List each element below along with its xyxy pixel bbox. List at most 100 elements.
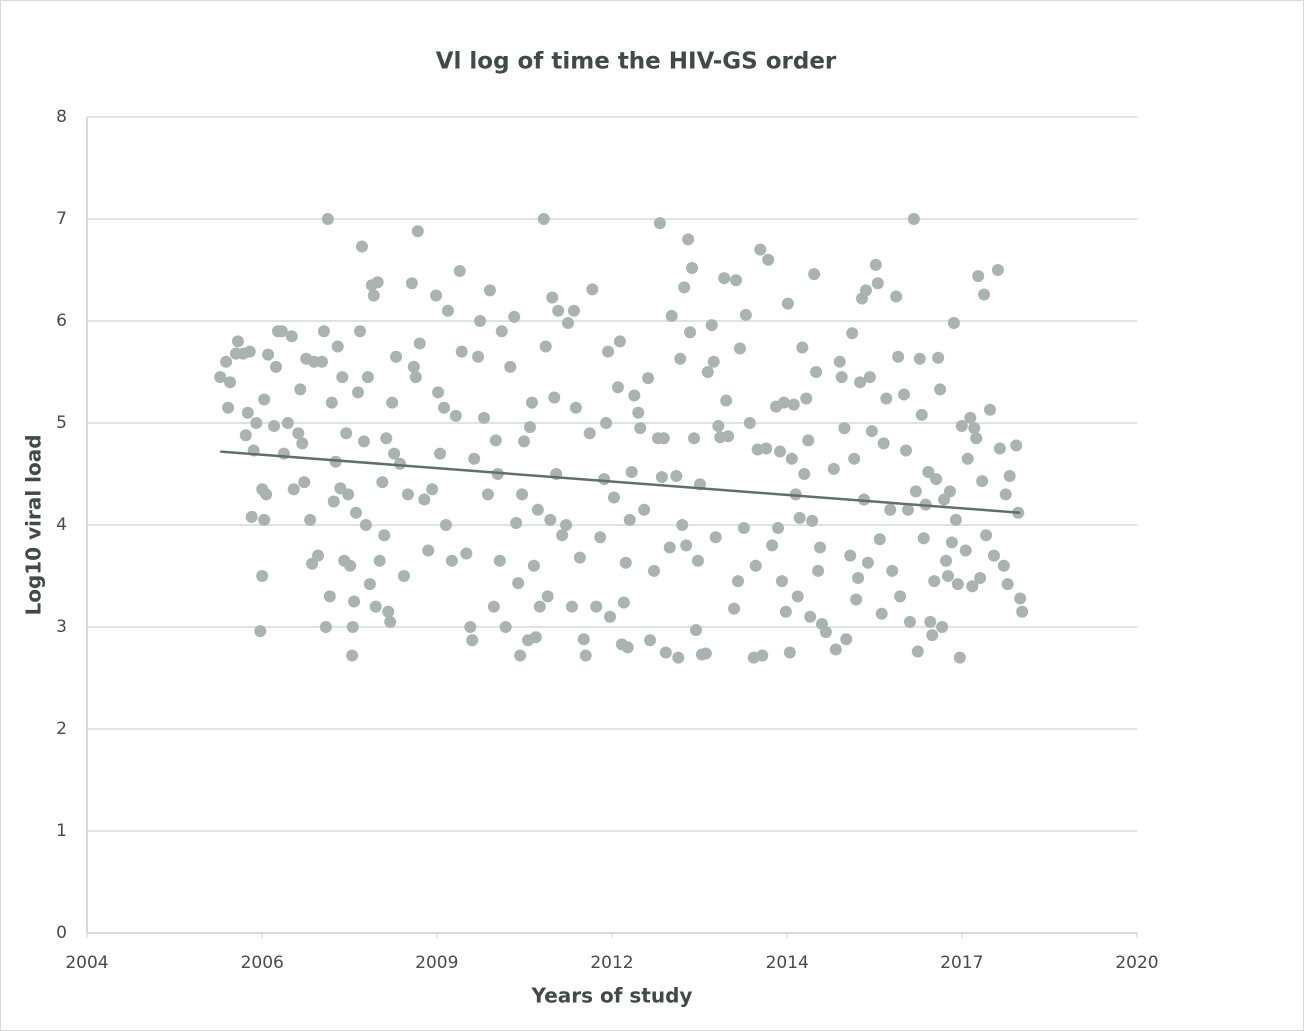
data-point [980, 529, 993, 542]
data-point [323, 590, 336, 603]
data-point [628, 389, 641, 402]
data-point [850, 593, 863, 606]
data-point [732, 575, 744, 588]
data-point [594, 531, 607, 544]
data-point [670, 470, 683, 483]
data-point [953, 651, 966, 664]
data-point [800, 392, 813, 405]
data-point [707, 355, 720, 368]
data-point [220, 355, 233, 368]
data-point [560, 519, 573, 531]
data-point [959, 544, 972, 557]
data-point [705, 319, 718, 332]
data-point [659, 646, 672, 659]
data-point [611, 381, 624, 394]
data-point [701, 366, 714, 378]
data-point [243, 345, 256, 358]
data-point [733, 342, 746, 355]
data-point [806, 514, 819, 527]
data-point [569, 401, 582, 414]
data-point [607, 491, 620, 504]
data-point [653, 217, 666, 230]
data-point [642, 372, 655, 385]
data-point [352, 386, 365, 399]
chart-title: Vl log of time the HIV-GS order [436, 49, 837, 75]
data-point [1003, 470, 1016, 483]
x-tick-label: 2012 [590, 953, 633, 973]
data-point [804, 610, 817, 623]
data-point [533, 600, 546, 613]
data-point [819, 626, 832, 639]
data-point [791, 590, 804, 603]
data-point [684, 326, 697, 339]
data-point [972, 270, 985, 283]
data-point [676, 519, 689, 531]
data-point [917, 532, 930, 545]
data-point [508, 310, 521, 323]
data-point [292, 427, 305, 440]
data-point [657, 432, 670, 445]
data-point [250, 417, 263, 429]
data-point [739, 308, 752, 321]
data-point [340, 427, 353, 440]
data-point [774, 445, 786, 458]
data-point [562, 317, 575, 330]
data-point [514, 649, 527, 662]
data-point [730, 274, 743, 287]
y-tick-label: 5 [56, 413, 67, 433]
data-point [796, 341, 809, 354]
data-point [760, 442, 773, 455]
data-point [932, 351, 945, 364]
data-point [544, 513, 557, 526]
y-tick-label: 6 [56, 311, 67, 331]
data-point [772, 522, 785, 535]
data-point [812, 564, 825, 577]
data-point [863, 371, 876, 384]
data-point [655, 471, 668, 484]
data-point [516, 488, 529, 501]
data-point [359, 519, 372, 531]
data-point [438, 401, 450, 414]
data-point [411, 225, 424, 238]
data-point [430, 289, 443, 302]
data-point [445, 554, 458, 567]
data-point [945, 536, 958, 549]
data-point [634, 422, 647, 435]
data-point [577, 633, 590, 646]
data-point [844, 549, 857, 562]
data-point [1010, 439, 1023, 452]
data-point [898, 388, 911, 401]
data-point [793, 511, 806, 524]
data-point [928, 575, 941, 588]
data-point [449, 409, 462, 422]
data-point [426, 483, 439, 496]
data-point [487, 600, 500, 613]
data-point [984, 403, 996, 416]
data-point [380, 432, 393, 445]
data-point [970, 432, 983, 445]
y-tick-label: 1 [56, 821, 67, 841]
data-point [623, 513, 636, 526]
data-point [418, 493, 431, 506]
x-tick-label: 2009 [415, 953, 458, 973]
data-point [638, 503, 651, 516]
data-point [397, 570, 410, 582]
data-point [275, 325, 288, 338]
data-point [342, 488, 355, 501]
data-point [838, 422, 851, 435]
data-point [518, 435, 531, 448]
data-point [541, 590, 554, 603]
data-point [621, 641, 634, 654]
data-point [993, 442, 1006, 455]
y-tick-label: 8 [56, 107, 67, 127]
data-point [579, 649, 592, 662]
data-point [854, 376, 867, 389]
data-point [890, 290, 903, 303]
data-point [942, 570, 954, 582]
data-point [943, 485, 956, 498]
data-point [556, 529, 569, 542]
trend-line [220, 450, 1021, 515]
data-point [688, 432, 701, 445]
data-point [304, 513, 317, 526]
data-point [583, 427, 596, 440]
